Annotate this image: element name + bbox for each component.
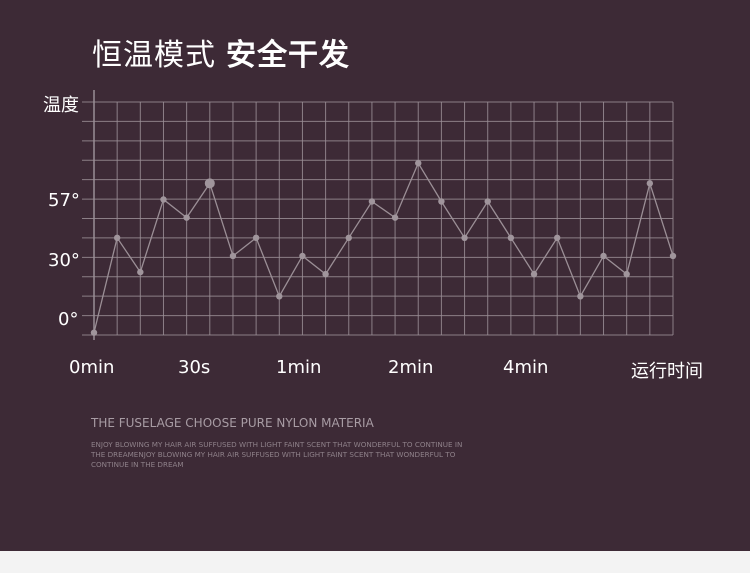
chart-series: [90, 159, 677, 336]
data-point: [90, 329, 98, 336]
x-tick-1min: 1min: [276, 357, 322, 378]
data-point: [554, 234, 561, 242]
y-tick-57: 57°: [48, 190, 80, 211]
data-point: [391, 214, 399, 221]
data-point: [646, 180, 654, 187]
title-normal: 恒温模式: [92, 38, 216, 73]
x-tick-2min: 2min: [388, 357, 434, 378]
x-axis-label: 运行时间: [631, 361, 703, 382]
feature-heading: THE FUSELAGE CHOOSE PURE NYLON MATERIA: [91, 416, 374, 430]
data-point: [623, 270, 630, 278]
data-point: [276, 293, 283, 300]
x-tick-30s: 30s: [178, 357, 211, 378]
chart-grid: [82, 101, 674, 336]
data-point: [299, 252, 306, 260]
feature-description: ENJOY BLOWING MY HAIR AIR SUFFUSED WITH …: [91, 440, 463, 469]
data-point: [113, 234, 121, 242]
x-tick-4min: 4min: [503, 357, 549, 378]
data-point: [137, 268, 144, 276]
y-tick-0: 0°: [58, 309, 79, 330]
data-point: [229, 252, 237, 260]
page-title: 恒温模式 安全干发: [92, 30, 350, 74]
data-point: [600, 252, 607, 260]
temperature-chart: [82, 90, 677, 340]
data-point: [183, 214, 190, 221]
data-point: [252, 234, 260, 242]
data-point: [204, 178, 215, 189]
data-point: [461, 234, 468, 242]
y-tick-30: 30°: [48, 250, 80, 271]
data-point: [577, 293, 584, 300]
series-line: [93, 161, 674, 333]
data-point: [669, 252, 677, 260]
data-point: [322, 270, 329, 278]
x-tick-0min: 0min: [69, 357, 115, 378]
title-bold: 安全干发: [226, 38, 350, 73]
data-point: [530, 270, 538, 278]
data-point: [345, 234, 352, 242]
data-point: [415, 159, 422, 167]
y-axis-label: 温度: [43, 95, 79, 116]
data-point: [507, 234, 515, 242]
